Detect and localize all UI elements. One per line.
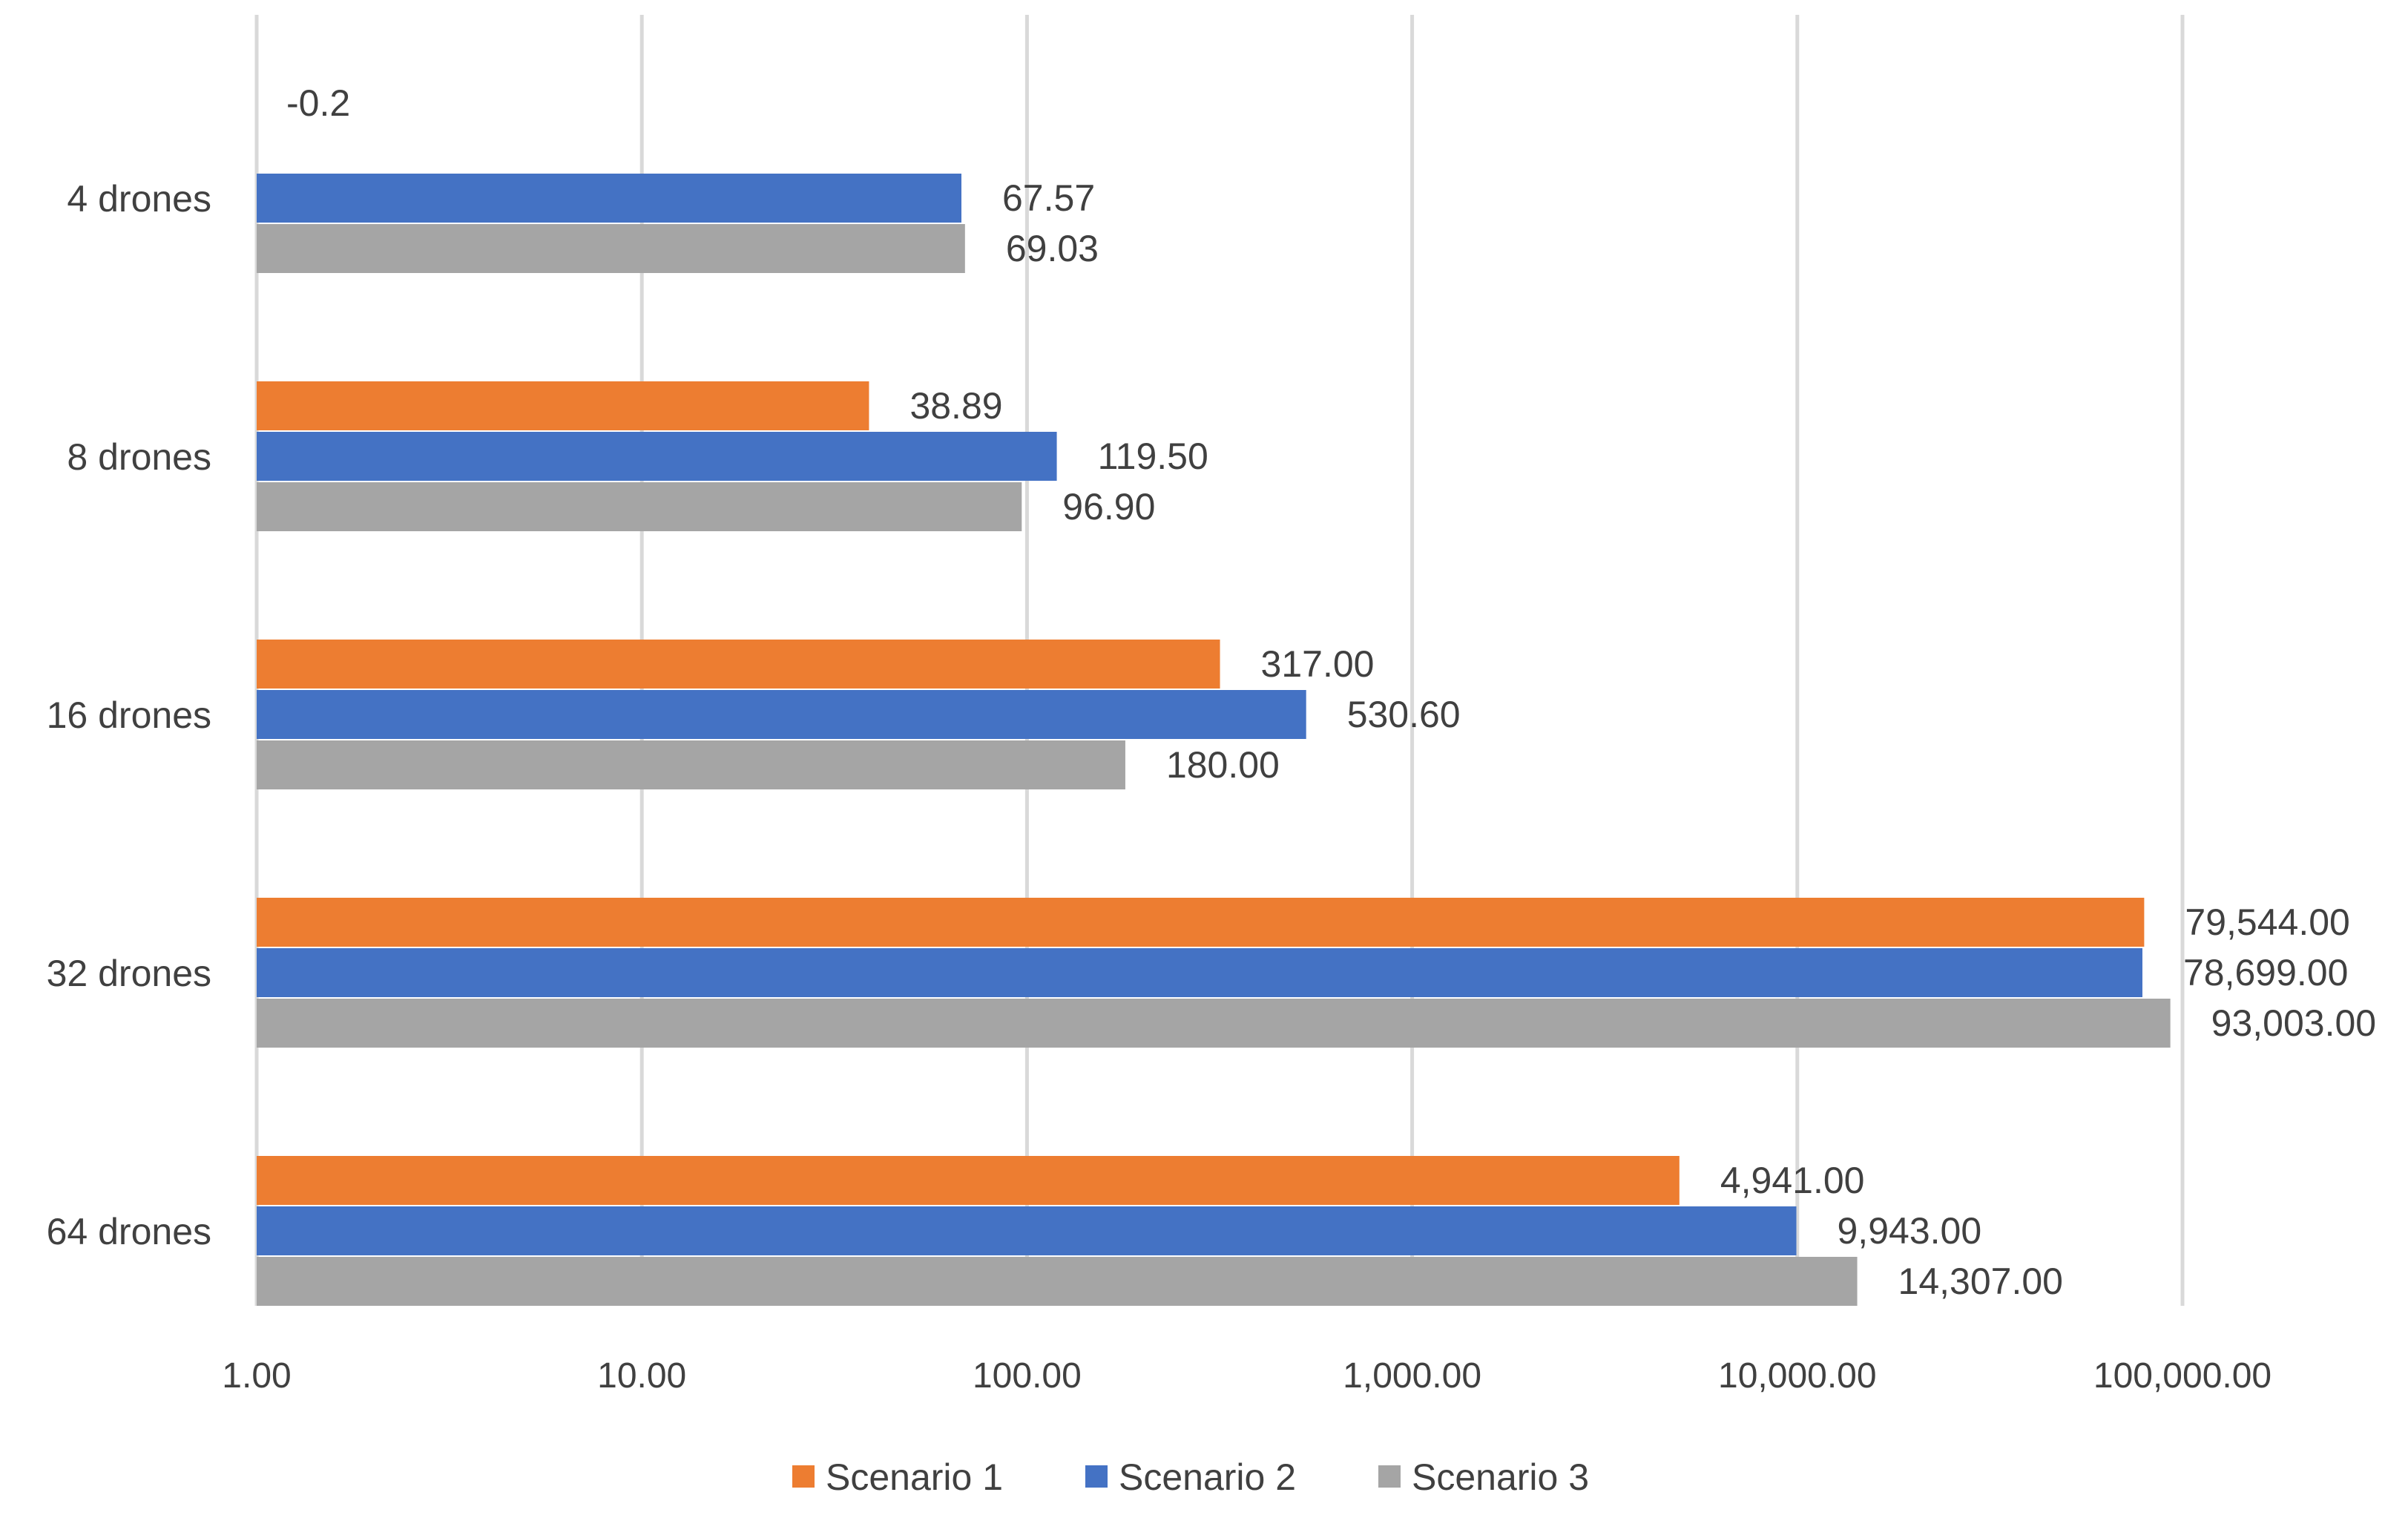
bar-scenario-3-16-drones xyxy=(257,740,1125,789)
bar-scenario-1-64-drones xyxy=(257,1156,1680,1205)
legend-swatch xyxy=(1378,1465,1401,1488)
data-label: 119.50 xyxy=(1098,436,1208,477)
category-labels: 4 drones 8 drones 16 drones 32 drones 64 dro… xyxy=(47,178,211,1252)
data-label: 4,941.00 xyxy=(1720,1160,1865,1201)
data-label: 317.00 xyxy=(1261,643,1375,685)
legend-label: Scenario 2 xyxy=(1119,1456,1296,1498)
legend-swatch xyxy=(792,1465,815,1488)
x-tick-label: 10.00 xyxy=(597,1356,686,1396)
bar-scenario-2-8-drones xyxy=(257,432,1057,481)
data-label: 67.57 xyxy=(1002,177,1095,219)
bars xyxy=(257,174,2171,1306)
bar-scenario-3-8-drones xyxy=(257,482,1022,531)
data-label: 96.90 xyxy=(1062,486,1155,528)
x-tick-label: 1.00 xyxy=(222,1356,291,1396)
category-label: 4 drones xyxy=(67,178,211,220)
data-labels: -0.2 67.57 69.03 38.89 119.50 96.90 317.00 530.… xyxy=(286,82,2376,1302)
x-tick-label: 10,000.00 xyxy=(1718,1356,1877,1396)
bar-scenario-1-16-drones xyxy=(257,640,1220,689)
bar-scenario-2-64-drones xyxy=(257,1206,1797,1255)
data-label: 14,307.00 xyxy=(1898,1261,2063,1302)
data-label: 69.03 xyxy=(1006,228,1099,269)
data-label: 79,544.00 xyxy=(2185,901,2349,943)
bar-scenario-2-32-drones xyxy=(257,948,2142,997)
x-tick-labels: 1.00 10.00 100.00 1,000.00 10,000.00 100,000.… xyxy=(222,1356,2272,1396)
x-tick-label: 100.00 xyxy=(973,1356,1082,1396)
bar-scenario-1-8-drones xyxy=(257,381,869,430)
bar-scenario-2-16-drones xyxy=(257,690,1306,739)
bar-scenario-3-64-drones xyxy=(257,1257,1858,1306)
data-label: 180.00 xyxy=(1166,744,1280,786)
legend-label: Scenario 1 xyxy=(826,1456,1003,1498)
x-tick-label: 1,000.00 xyxy=(1343,1356,1481,1396)
category-label: 16 drones xyxy=(47,694,211,736)
legend: Scenario 1 Scenario 2 Scenario 3 xyxy=(792,1456,1589,1498)
bar-scenario-2-4-drones xyxy=(257,174,962,223)
data-label: 9,943.00 xyxy=(1838,1210,1982,1252)
data-label: 93,003.00 xyxy=(2211,1002,2376,1044)
bar-scenario-3-32-drones xyxy=(257,999,2171,1048)
category-label: 8 drones xyxy=(67,436,211,478)
bar-scenario-3-4-drones xyxy=(257,224,965,273)
category-label: 64 drones xyxy=(47,1211,211,1252)
legend-label: Scenario 3 xyxy=(1412,1456,1589,1498)
legend-swatch xyxy=(1085,1465,1108,1488)
data-label: 530.60 xyxy=(1347,694,1461,735)
data-label: 78,699.00 xyxy=(2183,952,2348,993)
x-tick-label: 100,000.00 xyxy=(2093,1356,2272,1396)
bar-scenario-1-32-drones xyxy=(257,898,2145,947)
category-label: 32 drones xyxy=(47,953,211,994)
data-label: -0.2 xyxy=(286,82,350,124)
data-label: 38.89 xyxy=(909,385,1002,427)
